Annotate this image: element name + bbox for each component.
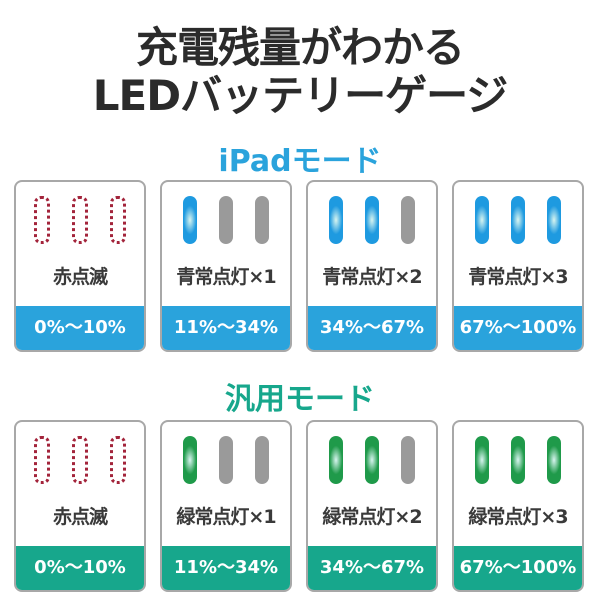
range-footer: 11%〜34% [162,546,290,590]
led-row [16,196,144,244]
gauge-card: 緑常点灯×3 67%〜100% [452,420,584,592]
range-footer: 67%〜100% [454,306,582,350]
card-label: 緑常点灯×2 [322,506,422,528]
led-row [308,196,436,244]
card-label: 緑常点灯×1 [176,506,276,528]
range-footer: 34%〜67% [308,546,436,590]
gauge-card: 青常点灯×2 34%〜67% [306,180,438,352]
card-label: 青常点灯×3 [468,266,568,288]
led-blink-icon [34,436,50,484]
gauge-card: 緑常点灯×2 34%〜67% [306,420,438,592]
led-row [308,436,436,484]
range-footer: 34%〜67% [308,306,436,350]
led-on-icon [183,196,197,244]
led-on-icon [475,436,489,484]
led-row [162,436,290,484]
led-on-icon [511,196,525,244]
led-blink-icon [110,196,126,244]
gauge-card: 赤点滅 0%〜10% [14,180,146,352]
led-row [454,436,582,484]
led-blink-icon [72,436,88,484]
led-blink-icon [34,196,50,244]
mode-title: iPadモード [218,144,382,179]
mode-cards: 赤点滅 0%〜10% 緑常点灯×1 11%〜34% 緑常点灯×2 34%〜67% 緑常点灯×… [14,420,586,592]
mode-title: 汎用モード [225,382,375,417]
led-on-icon [365,436,379,484]
card-label: 赤点滅 [52,506,108,528]
led-row [454,196,582,244]
gauge-card: 青常点灯×1 11%〜34% [160,180,292,352]
heading-line-1: 充電残量がわかる [135,23,465,72]
led-on-icon [547,196,561,244]
led-on-icon [475,196,489,244]
led-off-icon [219,436,233,484]
card-label: 赤点滅 [52,266,108,288]
led-blink-icon [72,196,88,244]
led-on-icon [329,196,343,244]
led-on-icon [365,196,379,244]
gauge-card: 緑常点灯×1 11%〜34% [160,420,292,592]
heading-line-2: LEDバッテリーゲージ [92,71,508,120]
range-footer: 0%〜10% [16,546,144,590]
card-label: 青常点灯×1 [176,266,276,288]
card-label: 青常点灯×2 [322,266,422,288]
led-on-icon [183,436,197,484]
led-off-icon [401,196,415,244]
led-on-icon [511,436,525,484]
led-off-icon [255,436,269,484]
led-blink-icon [110,436,126,484]
led-on-icon [547,436,561,484]
led-row [162,196,290,244]
led-off-icon [401,436,415,484]
led-row [16,436,144,484]
led-off-icon [219,196,233,244]
gauge-card: 赤点滅 0%〜10% [14,420,146,592]
led-on-icon [329,436,343,484]
mode-cards: 赤点滅 0%〜10% 青常点灯×1 11%〜34% 青常点灯×2 34%〜67% 青常点灯×… [14,180,586,352]
range-footer: 67%〜100% [454,546,582,590]
range-footer: 11%〜34% [162,306,290,350]
range-footer: 0%〜10% [16,306,144,350]
card-label: 緑常点灯×3 [468,506,568,528]
gauge-card: 青常点灯×3 67%〜100% [452,180,584,352]
led-off-icon [255,196,269,244]
